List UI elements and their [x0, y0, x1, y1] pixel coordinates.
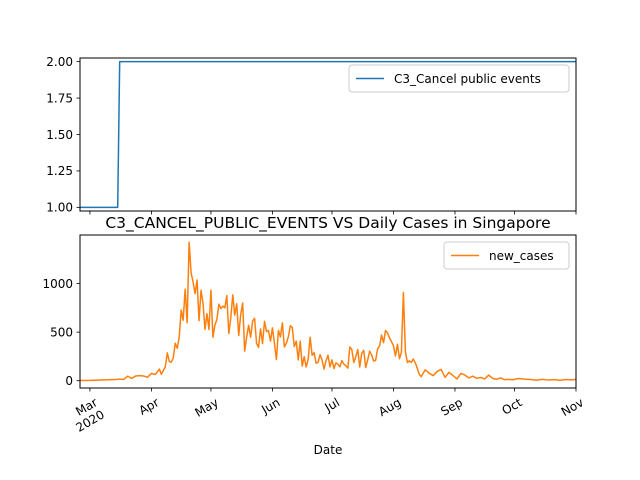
policy-y-tick-label: 1.50	[46, 128, 73, 142]
policy-legend: C3_Cancel public events	[348, 64, 570, 93]
cases-y-tick-label: 1000	[42, 277, 73, 291]
cases-series-group	[79, 241, 577, 382]
cases-y-axis: 0 500 1000	[42, 277, 80, 388]
cases-legend-box	[443, 241, 570, 270]
policy-axes-frame	[79, 57, 577, 212]
chart-title: C3_CANCEL_PUBLIC_EVENTS VS Daily Cases i…	[105, 214, 550, 233]
cases-y-tick-label: 0	[65, 374, 73, 388]
policy-y-tick-label: 2.00	[46, 55, 73, 69]
policy-series-group	[80, 60, 576, 209]
cases-series-line-0	[79, 241, 577, 382]
x-axis-label: Date	[314, 443, 343, 457]
cases-legend: new_cases	[443, 241, 570, 270]
cases-panel: C3_CANCEL_PUBLIC_EVENTS VS Daily Cases i…	[42, 214, 586, 457]
policy-series-line-0	[80, 60, 576, 209]
policy-legend-label: C3_Cancel public events	[394, 72, 541, 86]
policy-y-tick-label: 1.00	[46, 201, 73, 215]
cases-y-tick-label: 500	[50, 325, 73, 339]
policy-x-ticks	[89, 211, 577, 215]
policy-panel: 1.00 1.25 1.50 1.75 2.00 C3_Cancel public ev…	[46, 55, 577, 215]
policy-y-tick-label: 1.75	[46, 91, 73, 105]
policy-y-tick-label: 1.25	[46, 164, 73, 178]
policy-y-axis: 1.00 1.25 1.50 1.75 2.00	[46, 55, 80, 215]
policy-legend-box	[348, 64, 570, 93]
cases-legend-label: new_cases	[489, 249, 554, 263]
cases-axes-frame	[79, 234, 577, 389]
x-tick-label: Jul	[322, 395, 342, 415]
